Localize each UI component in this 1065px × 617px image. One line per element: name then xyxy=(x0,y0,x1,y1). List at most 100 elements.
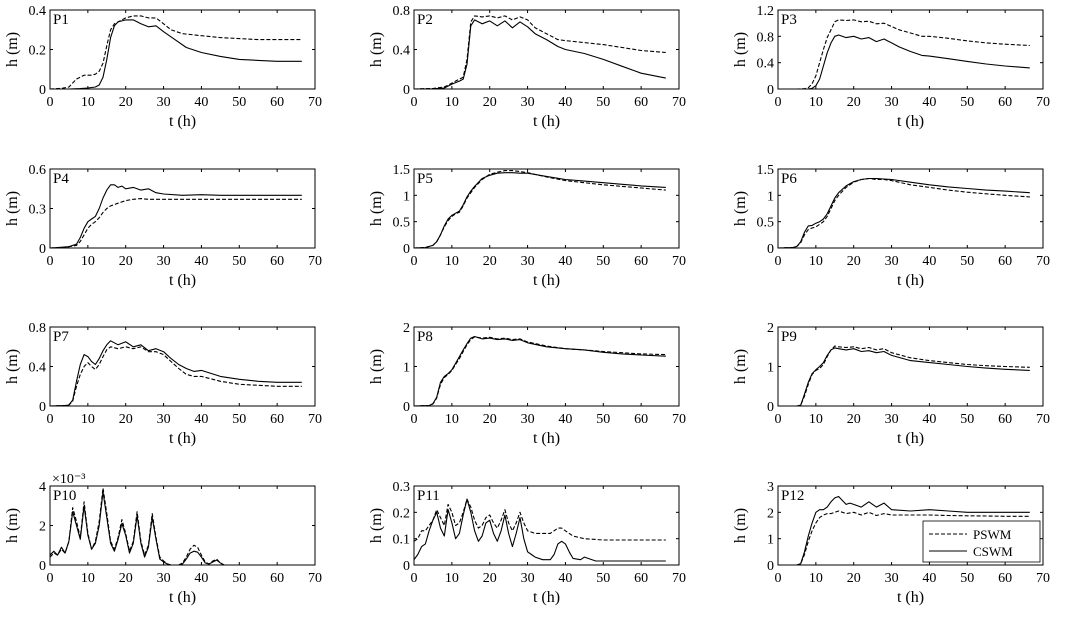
x-tick-label: 40 xyxy=(922,95,936,110)
x-tick-label: 70 xyxy=(672,412,686,427)
subplot-p10: 0 10 20 30 40 50 60 70 0 2 4 t (h) h (m) P10×10⁻³ xyxy=(4,472,322,606)
y-tick-label: 0 xyxy=(39,83,46,98)
subplot-p4: 0 10 20 30 40 50 60 70 0 0.3 0.6 t (h) h (m) P4 xyxy=(4,163,322,289)
series-line-cswm xyxy=(414,498,666,562)
series-group xyxy=(414,15,666,89)
x-tick-label: 10 xyxy=(809,254,823,269)
x-tick-label: 0 xyxy=(411,571,418,586)
x-tick-label: 40 xyxy=(194,571,208,586)
y-tick-label: 0.1 xyxy=(393,533,411,548)
y-axis-label: h (m) xyxy=(732,349,749,384)
plot-frame xyxy=(49,9,316,90)
subplot-p12: 0 10 20 30 40 50 60 70 0 1 2 3 t (h) h (m) P12 PSWM CSWM xyxy=(732,480,1050,606)
y-axis-label: h (m) xyxy=(4,349,21,384)
series-group xyxy=(414,498,666,562)
x-tick-label: 50 xyxy=(960,254,974,269)
x-tick-label: 50 xyxy=(596,254,610,269)
y-tick-label: 0 xyxy=(403,559,410,574)
plot-frame xyxy=(777,485,1044,566)
series-group xyxy=(50,487,302,565)
panel-title: P5 xyxy=(417,171,433,187)
subplot-p8: 0 10 20 30 40 50 60 70 0 1 2 t (h) h (m) P8 xyxy=(368,321,686,447)
y-tick-label: 1 xyxy=(767,361,774,376)
x-tick-label: 60 xyxy=(634,254,648,269)
x-tick-label: 40 xyxy=(922,412,936,427)
series-line-cswm xyxy=(778,495,1030,565)
x-tick-label: 20 xyxy=(119,412,133,427)
x-axis-label: t (h) xyxy=(169,272,196,289)
y-axis-label: h (m) xyxy=(732,32,749,67)
x-tick-label: 0 xyxy=(411,95,418,110)
x-tick-label: 0 xyxy=(411,254,418,269)
subplot-p7: 0 10 20 30 40 50 60 70 0 0.4 0.8 t (h) h (m) P7 xyxy=(4,321,322,447)
x-tick-label: 70 xyxy=(672,571,686,586)
x-tick-label: 30 xyxy=(157,412,171,427)
series-line-cswm xyxy=(778,347,1030,406)
x-tick-label: 10 xyxy=(81,412,95,427)
x-tick-label: 20 xyxy=(847,254,861,269)
x-tick-label: 50 xyxy=(232,571,246,586)
x-tick-label: 60 xyxy=(998,571,1012,586)
series-line-cswm xyxy=(414,19,666,89)
x-tick-label: 70 xyxy=(308,412,322,427)
x-tick-label: 60 xyxy=(998,412,1012,427)
x-tick-label: 70 xyxy=(1036,412,1050,427)
x-axis-label: t (h) xyxy=(897,113,924,130)
y-tick-label: 0 xyxy=(767,559,774,574)
x-tick-label: 50 xyxy=(960,412,974,427)
series-group xyxy=(50,340,302,406)
x-tick-label: 40 xyxy=(194,254,208,269)
y-tick-label: 0.8 xyxy=(393,4,411,19)
x-tick-label: 50 xyxy=(232,412,246,427)
panel-title: P10 xyxy=(53,488,76,504)
x-tick-label: 50 xyxy=(596,571,610,586)
x-tick-label: 60 xyxy=(998,95,1012,110)
x-tick-label: 10 xyxy=(809,412,823,427)
x-tick-label: 50 xyxy=(960,571,974,586)
y-axis-label: h (m) xyxy=(732,191,749,226)
legend-label-pswm: PSWM xyxy=(973,527,1012,542)
y-tick-label: 0.2 xyxy=(29,44,47,59)
plot-frame xyxy=(777,9,1044,90)
x-tick-label: 30 xyxy=(885,254,899,269)
y-tick-label: 0.8 xyxy=(757,30,775,45)
y-tick-label: 0 xyxy=(767,400,774,415)
panel-title: P2 xyxy=(417,12,433,28)
x-tick-label: 60 xyxy=(634,95,648,110)
y-tick-label: 1.5 xyxy=(757,163,775,178)
y-tick-label: 0 xyxy=(39,242,46,257)
legend: PSWM CSWM xyxy=(922,520,1041,563)
plot-frame xyxy=(49,168,316,249)
x-axis-label: t (h) xyxy=(169,430,196,447)
series-group xyxy=(50,15,302,89)
x-axis-label: t (h) xyxy=(533,272,560,289)
x-tick-label: 40 xyxy=(194,95,208,110)
x-tick-label: 70 xyxy=(308,571,322,586)
series-line-cswm xyxy=(50,184,302,248)
x-axis-label: t (h) xyxy=(897,589,924,606)
plot-frame xyxy=(413,9,680,90)
x-tick-label: 20 xyxy=(483,254,497,269)
y-tick-label: 3 xyxy=(767,480,774,495)
panel-title: P9 xyxy=(781,329,797,345)
series-group xyxy=(778,345,1030,406)
x-tick-label: 60 xyxy=(634,571,648,586)
x-axis-label: t (h) xyxy=(533,113,560,130)
panel-title: P7 xyxy=(53,329,69,345)
x-axis-label: t (h) xyxy=(897,272,924,289)
x-tick-label: 60 xyxy=(270,254,284,269)
series-line-cswm xyxy=(50,491,302,565)
subplot-p9: 0 10 20 30 40 50 60 70 0 1 2 t (h) h (m) P9 xyxy=(732,321,1050,447)
y-tick-label: 0.4 xyxy=(393,44,411,59)
panel-title: P3 xyxy=(781,12,797,28)
subplot-p1: 0 10 20 30 40 50 60 70 0 0.2 0.4 t (h) h (m) P1 xyxy=(4,4,322,130)
series-line-pswm xyxy=(50,487,302,565)
y-tick-label: 1.5 xyxy=(393,163,411,178)
x-tick-label: 30 xyxy=(885,412,899,427)
x-tick-label: 70 xyxy=(1036,95,1050,110)
x-tick-label: 20 xyxy=(119,254,133,269)
x-tick-label: 30 xyxy=(521,412,535,427)
y-axis-label: h (m) xyxy=(4,508,21,543)
y-tick-label: 0.3 xyxy=(393,480,411,495)
series-line-pswm xyxy=(414,15,666,89)
